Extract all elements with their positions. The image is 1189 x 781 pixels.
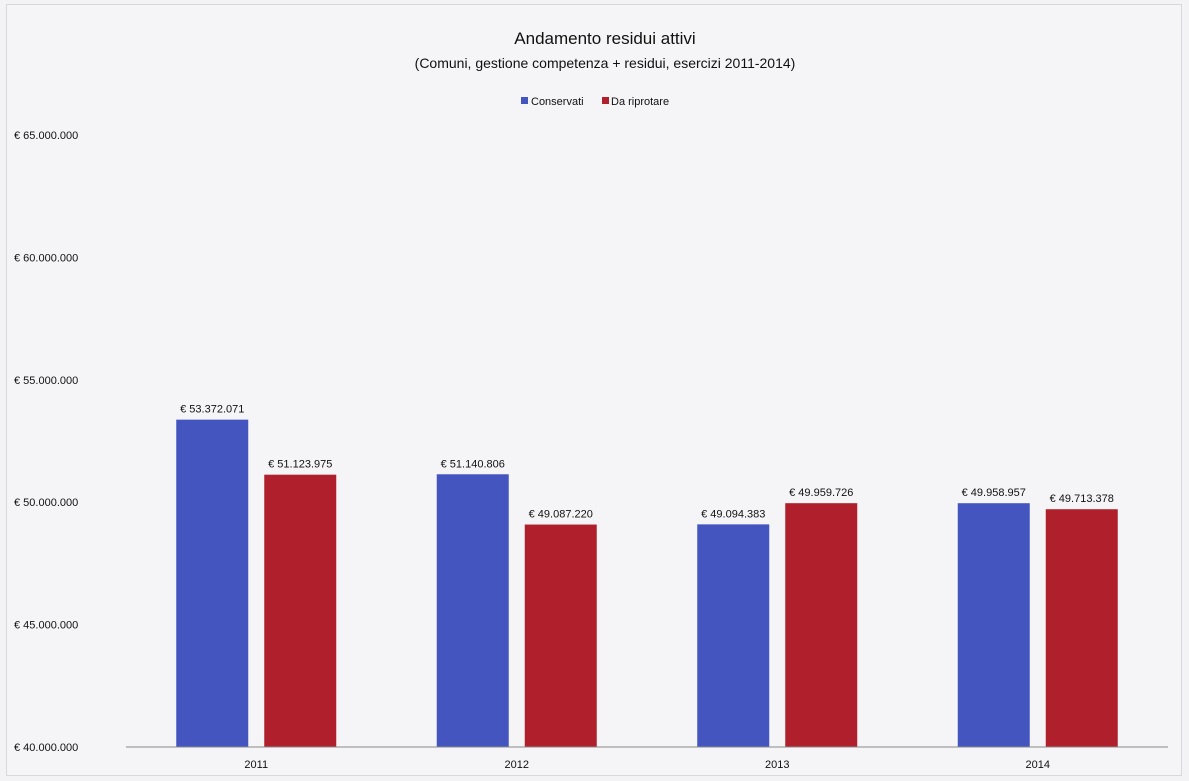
x-tick-label: 2011: [244, 759, 268, 771]
chart-subtitle: (Comuni, gestione competenza + residui, …: [415, 55, 796, 71]
x-tick-label: 2013: [765, 759, 789, 771]
x-axis: 2011 2012 2013 2014: [126, 746, 1168, 771]
y-tick-label: € 45.000.000: [14, 620, 78, 632]
data-label: € 53.372.071: [180, 404, 244, 416]
y-tick-label: € 60.000.000: [14, 252, 78, 264]
data-label: € 49.959.726: [789, 487, 853, 499]
x-tick-label: 2012: [505, 759, 529, 771]
bar-da-riprotare-2014: [1045, 509, 1118, 747]
bar-conservati-2011: [176, 419, 249, 747]
bar-conservati-2012: [436, 474, 509, 747]
data-label: € 51.123.975: [268, 459, 332, 471]
data-label: € 49.094.383: [701, 508, 765, 520]
bars: € 53.372.071 € 51.123.975 € 51.140.806 € 49…: [176, 404, 1118, 747]
bar-da-riprotare-2012: [524, 524, 597, 747]
legend-swatch-conservati: [521, 97, 528, 104]
y-tick-label: € 65.000.000: [14, 130, 78, 142]
bar-da-riprotare-2013: [785, 503, 858, 747]
legend-swatch-da-riprotare: [602, 97, 609, 104]
chart-title: Andamento residui attivi: [514, 29, 695, 48]
y-tick-label: € 50.000.000: [14, 497, 78, 509]
bar-conservati-2013: [697, 524, 770, 747]
data-label: € 49.713.378: [1050, 493, 1114, 505]
bar-da-riprotare-2011: [264, 474, 337, 747]
y-tick-label: € 40.000.000: [14, 742, 78, 754]
y-axis: € 40.000.000 € 45.000.000 € 50.000.000 € 55…: [14, 130, 78, 754]
bar-conservati-2014: [957, 503, 1030, 747]
data-label: € 49.958.957: [962, 487, 1026, 499]
legend: Conservati Da riprotare: [521, 96, 669, 108]
legend-label-da-riprotare: Da riprotare: [611, 96, 669, 108]
legend-label-conservati: Conservati: [531, 96, 584, 108]
data-label: € 49.087.220: [529, 509, 593, 521]
data-label: € 51.140.806: [441, 458, 505, 470]
y-tick-label: € 55.000.000: [14, 375, 78, 387]
x-tick-label: 2014: [1026, 759, 1050, 771]
